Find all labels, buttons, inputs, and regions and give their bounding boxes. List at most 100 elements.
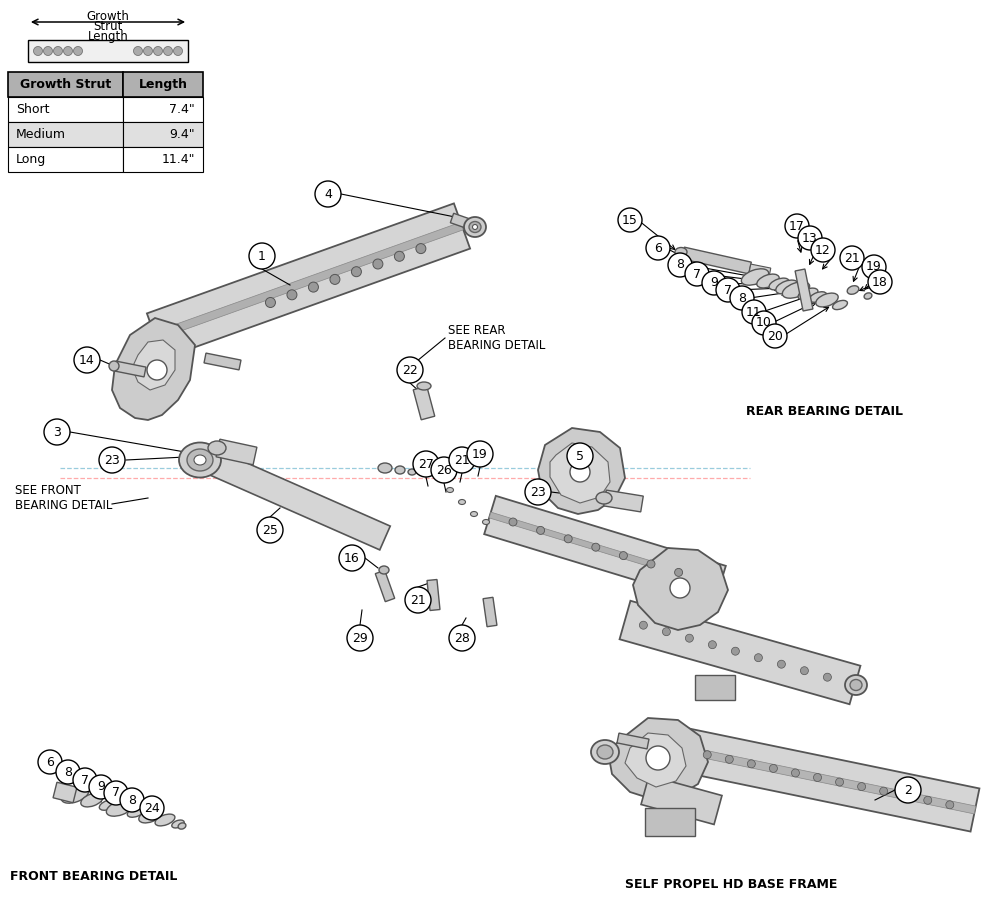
- Text: 19: 19: [866, 260, 882, 274]
- Polygon shape: [112, 318, 195, 420]
- Ellipse shape: [741, 268, 769, 285]
- Text: 2: 2: [904, 783, 912, 796]
- Text: 13: 13: [802, 232, 818, 245]
- Ellipse shape: [446, 488, 454, 492]
- Ellipse shape: [845, 675, 867, 695]
- Circle shape: [174, 47, 182, 56]
- Text: 17: 17: [789, 219, 805, 233]
- Circle shape: [413, 451, 439, 477]
- Circle shape: [339, 545, 365, 571]
- Text: 21: 21: [410, 593, 426, 606]
- Text: Length: Length: [138, 78, 188, 91]
- Bar: [8, 122, 123, 147]
- Bar: [8, 72, 123, 97]
- Circle shape: [567, 443, 593, 469]
- Ellipse shape: [850, 679, 862, 690]
- Circle shape: [44, 419, 70, 445]
- Text: Length: Length: [88, 30, 128, 43]
- Circle shape: [89, 775, 113, 799]
- Ellipse shape: [597, 745, 613, 759]
- Polygon shape: [608, 718, 708, 800]
- Ellipse shape: [473, 225, 478, 229]
- Circle shape: [646, 746, 670, 770]
- Text: 26: 26: [436, 464, 452, 477]
- Circle shape: [449, 447, 475, 473]
- Polygon shape: [147, 204, 470, 359]
- Ellipse shape: [395, 466, 405, 474]
- Text: 19: 19: [472, 447, 488, 460]
- Text: 28: 28: [454, 632, 470, 645]
- Circle shape: [120, 788, 144, 812]
- Circle shape: [265, 298, 275, 308]
- Circle shape: [814, 773, 822, 782]
- Polygon shape: [659, 741, 976, 813]
- Circle shape: [880, 787, 888, 795]
- Polygon shape: [413, 386, 435, 420]
- Polygon shape: [204, 353, 241, 370]
- Circle shape: [56, 760, 80, 784]
- Circle shape: [702, 271, 726, 295]
- Circle shape: [140, 796, 164, 820]
- Circle shape: [330, 275, 340, 285]
- Text: Long: Long: [16, 153, 46, 166]
- Circle shape: [74, 47, 82, 56]
- Circle shape: [639, 621, 647, 629]
- Circle shape: [763, 324, 787, 348]
- Bar: [123, 122, 203, 147]
- Circle shape: [800, 666, 808, 675]
- Polygon shape: [617, 733, 649, 749]
- Polygon shape: [682, 247, 751, 274]
- Text: Short: Short: [16, 103, 50, 116]
- Circle shape: [570, 462, 590, 482]
- Text: 18: 18: [872, 276, 888, 289]
- Text: 8: 8: [128, 793, 136, 806]
- Circle shape: [54, 47, 62, 56]
- Circle shape: [742, 300, 766, 324]
- Circle shape: [144, 47, 152, 56]
- Circle shape: [823, 673, 831, 681]
- Text: 23: 23: [104, 454, 120, 467]
- Circle shape: [147, 360, 167, 380]
- Polygon shape: [483, 597, 497, 626]
- Circle shape: [509, 518, 517, 526]
- Ellipse shape: [591, 740, 619, 764]
- Ellipse shape: [471, 511, 478, 517]
- Text: 12: 12: [815, 244, 831, 257]
- Circle shape: [662, 628, 670, 635]
- Circle shape: [836, 778, 844, 786]
- Text: 9: 9: [710, 277, 718, 289]
- Polygon shape: [484, 496, 726, 604]
- Text: 8: 8: [676, 258, 684, 271]
- Circle shape: [467, 441, 493, 467]
- Ellipse shape: [172, 820, 184, 828]
- Ellipse shape: [81, 793, 103, 807]
- Ellipse shape: [809, 292, 827, 302]
- Text: 23: 23: [530, 486, 546, 498]
- Circle shape: [619, 551, 627, 560]
- Ellipse shape: [769, 278, 789, 290]
- Text: 24: 24: [144, 802, 160, 814]
- Circle shape: [725, 755, 733, 763]
- Circle shape: [347, 625, 373, 651]
- Circle shape: [104, 781, 128, 805]
- Text: 11: 11: [746, 306, 762, 319]
- Circle shape: [134, 47, 143, 56]
- Text: 7: 7: [112, 786, 120, 800]
- Circle shape: [308, 282, 318, 292]
- Ellipse shape: [782, 282, 810, 299]
- Circle shape: [257, 517, 283, 543]
- Ellipse shape: [675, 247, 687, 257]
- Ellipse shape: [127, 807, 145, 817]
- Polygon shape: [633, 548, 728, 630]
- Text: 27: 27: [418, 457, 434, 470]
- Bar: [645, 808, 695, 836]
- Circle shape: [685, 635, 693, 642]
- Text: Medium: Medium: [16, 128, 66, 141]
- Text: SELF PROPEL HD BASE FRAME: SELF PROPEL HD BASE FRAME: [625, 878, 837, 891]
- Circle shape: [811, 238, 835, 262]
- Text: 6: 6: [46, 755, 54, 769]
- Circle shape: [99, 447, 125, 473]
- Text: SEE REAR
BEARING DETAIL: SEE REAR BEARING DETAIL: [448, 324, 545, 352]
- Polygon shape: [427, 580, 440, 611]
- Polygon shape: [749, 264, 771, 276]
